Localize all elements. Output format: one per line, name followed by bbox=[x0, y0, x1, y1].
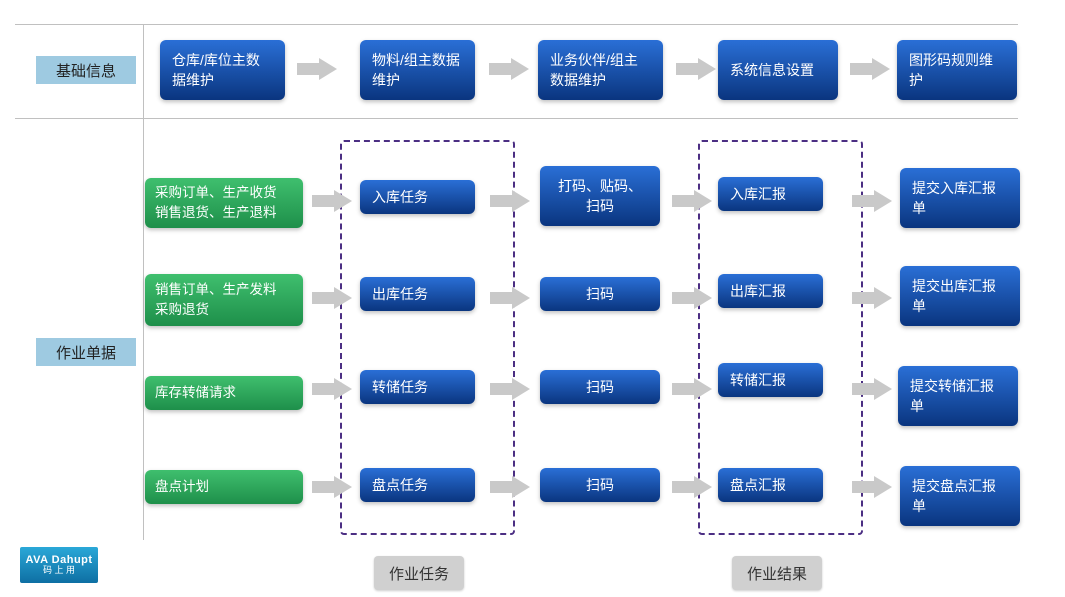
flow-arrow-icon bbox=[489, 58, 529, 80]
flow-node: 出库汇报 bbox=[718, 274, 823, 308]
section-label-text: 基础信息 bbox=[56, 60, 116, 81]
flow-node-label: 出库任务 bbox=[372, 284, 428, 304]
flow-node-label: 转储汇报 bbox=[730, 370, 786, 390]
section-label-text: 作业单据 bbox=[56, 342, 116, 363]
flow-node: 打码、贴码、扫码 bbox=[540, 166, 660, 226]
logo-line2: 码 上 用 bbox=[43, 566, 75, 576]
section-label-work: 作业单据 bbox=[36, 338, 136, 366]
flow-node: 盘点任务 bbox=[360, 468, 475, 502]
flow-node: 扫码 bbox=[540, 277, 660, 311]
flow-arrow-icon bbox=[676, 58, 716, 80]
flow-node-label: 仓库/库位主数据维护 bbox=[172, 50, 273, 91]
divider-vertical bbox=[143, 24, 144, 540]
flow-node: 提交盘点汇报单 bbox=[900, 466, 1020, 526]
flow-node: 业务伙伴/组主数据维护 bbox=[538, 40, 663, 100]
flow-node-label: 入库任务 bbox=[372, 187, 428, 207]
flow-node: 物料/组主数据维护 bbox=[360, 40, 475, 100]
flow-arrow-icon bbox=[852, 190, 892, 212]
flow-arrow-icon bbox=[312, 378, 352, 400]
flow-node-label: 入库汇报 bbox=[730, 184, 786, 204]
flow-node-label: 扫码 bbox=[586, 475, 614, 495]
flow-arrow-icon bbox=[312, 190, 352, 212]
flow-node-label: 扫码 bbox=[586, 284, 614, 304]
flow-node-source: 采购订单、生产收货销售退货、生产退料 bbox=[145, 178, 303, 228]
flow-node: 仓库/库位主数据维护 bbox=[160, 40, 285, 100]
flow-node: 系统信息设置 bbox=[718, 40, 838, 100]
flow-arrow-icon bbox=[297, 58, 337, 80]
flow-node: 提交转储汇报单 bbox=[898, 366, 1018, 426]
flow-node-source: 销售订单、生产发料采购退货 bbox=[145, 274, 303, 326]
flow-arrow-icon bbox=[852, 378, 892, 400]
flow-node-source: 盘点计划 bbox=[145, 470, 303, 504]
flow-node-label: 打码、贴码、扫码 bbox=[558, 176, 642, 217]
flow-node-label: 提交入库汇报单 bbox=[912, 178, 1008, 219]
flow-node: 提交出库汇报单 bbox=[900, 266, 1020, 326]
divider-mid bbox=[15, 118, 1018, 119]
flow-node: 入库汇报 bbox=[718, 177, 823, 211]
flow-arrow-icon bbox=[312, 476, 352, 498]
flow-node-label: 销售订单、生产发料采购退货 bbox=[155, 280, 277, 321]
flow-arrow-icon bbox=[852, 287, 892, 309]
flow-node: 图形码规则维护 bbox=[897, 40, 1017, 100]
flow-node: 入库任务 bbox=[360, 180, 475, 214]
flow-node: 扫码 bbox=[540, 468, 660, 502]
flow-arrow-icon bbox=[490, 190, 530, 212]
flow-node: 转储汇报 bbox=[718, 363, 823, 397]
flow-arrow-icon bbox=[490, 287, 530, 309]
flow-node-label: 扫码 bbox=[586, 377, 614, 397]
flow-node: 转储任务 bbox=[360, 370, 475, 404]
flow-node-label: 提交出库汇报单 bbox=[912, 276, 1008, 317]
flow-arrow-icon bbox=[672, 378, 712, 400]
flow-node-label: 盘点汇报 bbox=[730, 475, 786, 495]
section-label-basic: 基础信息 bbox=[36, 56, 136, 84]
flow-node-label: 提交转储汇报单 bbox=[910, 376, 1006, 417]
flow-node-label: 盘点任务 bbox=[372, 475, 428, 495]
flow-node: 扫码 bbox=[540, 370, 660, 404]
flow-node-label: 盘点计划 bbox=[155, 477, 209, 497]
flow-arrow-icon bbox=[672, 287, 712, 309]
flow-node-label: 图形码规则维护 bbox=[909, 50, 1005, 91]
flow-node-label: 业务伙伴/组主数据维护 bbox=[550, 50, 651, 91]
flow-node-label: 转储任务 bbox=[372, 377, 428, 397]
flow-node: 提交入库汇报单 bbox=[900, 168, 1020, 228]
flow-arrow-icon bbox=[852, 476, 892, 498]
caption-result: 作业结果 bbox=[732, 556, 822, 590]
caption-task: 作业任务 bbox=[374, 556, 464, 590]
flow-node-source: 库存转储请求 bbox=[145, 376, 303, 410]
flow-node-label: 出库汇报 bbox=[730, 281, 786, 301]
flow-node-label: 采购订单、生产收货销售退货、生产退料 bbox=[155, 183, 277, 224]
flow-node: 盘点汇报 bbox=[718, 468, 823, 502]
flow-arrow-icon bbox=[490, 378, 530, 400]
flow-node-label: 提交盘点汇报单 bbox=[912, 476, 1008, 517]
flow-node: 出库任务 bbox=[360, 277, 475, 311]
logo: AVA Dahupt 码 上 用 bbox=[20, 547, 98, 583]
flow-arrow-icon bbox=[672, 476, 712, 498]
flow-arrow-icon bbox=[672, 190, 712, 212]
caption-text: 作业任务 bbox=[389, 563, 449, 584]
caption-text: 作业结果 bbox=[747, 563, 807, 584]
flow-node-label: 库存转储请求 bbox=[155, 383, 236, 403]
flow-node-label: 系统信息设置 bbox=[730, 60, 814, 80]
divider-top bbox=[15, 24, 1018, 25]
flow-node-label: 物料/组主数据维护 bbox=[372, 50, 463, 91]
flow-arrow-icon bbox=[490, 476, 530, 498]
flow-arrow-icon bbox=[850, 58, 890, 80]
flow-arrow-icon bbox=[312, 287, 352, 309]
